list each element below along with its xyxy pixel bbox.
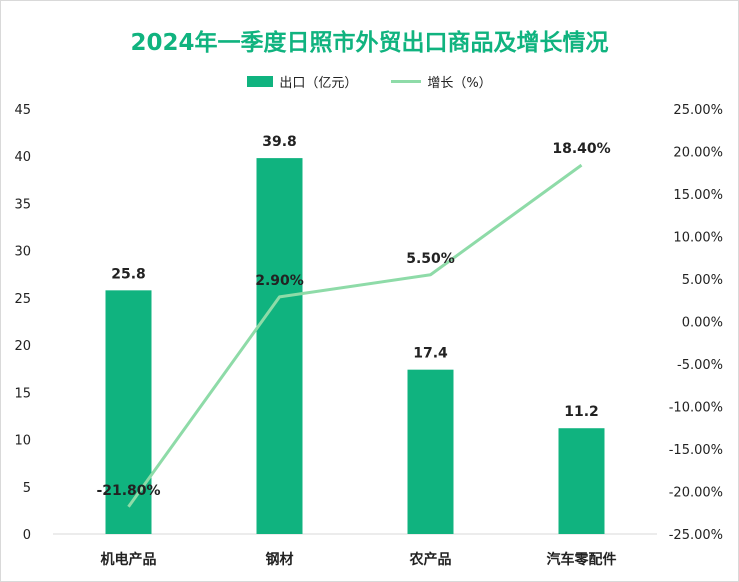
- bar-data-label: 11.2: [564, 404, 599, 420]
- x-category-label: 钢材: [266, 551, 294, 568]
- y-left-tick: 5: [23, 481, 31, 496]
- y-right-tick: 0.00%: [682, 316, 723, 331]
- legend: 出口（亿元） 增长（%）: [1, 72, 738, 91]
- bar-data-label: 17.4: [413, 346, 448, 362]
- y-left-tick: 15: [14, 386, 31, 401]
- y-left-tick: 40: [14, 150, 31, 165]
- y-left-tick: 45: [14, 103, 31, 118]
- y-right-tick: 15.00%: [673, 188, 723, 203]
- y-left-tick: 0: [23, 528, 31, 543]
- y-right-tick: -10.00%: [669, 401, 723, 416]
- y-left-tick: 10: [14, 434, 31, 449]
- growth-line: [127, 163, 583, 508]
- bar-export: [558, 428, 605, 534]
- legend-swatch-line: [391, 80, 422, 83]
- line-data-label: -21.80%: [96, 483, 160, 499]
- bar-export: [407, 369, 454, 534]
- y-right-tick: -25.00%: [669, 528, 723, 543]
- legend-item-export: 出口（亿元）: [247, 72, 357, 91]
- bar-export: [256, 158, 303, 534]
- y-left-tick: 25: [14, 292, 31, 307]
- legend-label-growth: 增长（%）: [427, 76, 492, 91]
- legend-label-export: 出口（亿元）: [279, 76, 358, 91]
- y-right-tick: 10.00%: [673, 231, 723, 246]
- bar-data-label: 39.8: [262, 134, 297, 150]
- y-right-tick: -5.00%: [677, 358, 723, 373]
- y-right-tick: 5.00%: [682, 273, 723, 288]
- legend-item-growth: 增长（%）: [391, 72, 492, 91]
- bar-export: [105, 290, 152, 534]
- y-right-tick: 25.00%: [673, 103, 723, 118]
- x-category-label: 汽车零配件: [547, 551, 617, 568]
- x-category-label: 农产品: [409, 551, 452, 568]
- bar-data-label: 25.8: [111, 266, 146, 282]
- y-left-tick: 35: [14, 197, 31, 212]
- chart-title: 2024年一季度日照市外贸出口商品及增长情况: [130, 30, 609, 56]
- x-category-label: 机电产品: [101, 551, 157, 568]
- line-data-label: 18.40%: [552, 141, 610, 157]
- line-data-label: 2.90%: [255, 273, 304, 289]
- y-right-tick: -20.00%: [669, 486, 723, 501]
- line-data-label: 5.50%: [406, 251, 455, 267]
- legend-swatch-bar: [247, 76, 274, 87]
- y-right-tick: 20.00%: [673, 146, 723, 161]
- y-right-tick: -15.00%: [669, 443, 723, 458]
- y-left-tick: 30: [14, 245, 31, 260]
- y-left-tick: 20: [14, 339, 31, 354]
